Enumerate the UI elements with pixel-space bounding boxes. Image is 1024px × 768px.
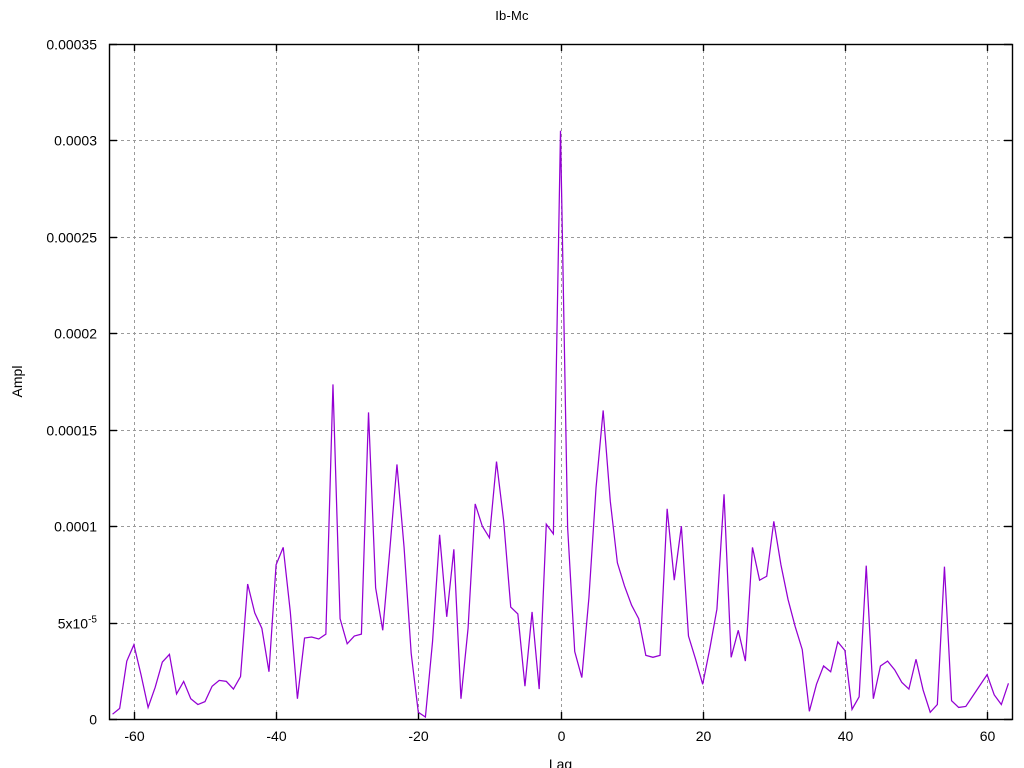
data-series-line bbox=[112, 130, 1010, 719]
x-tick-label: 20 bbox=[696, 728, 712, 744]
y-tick-label: 5x10-5 bbox=[58, 615, 98, 632]
x-tick-label: 40 bbox=[838, 728, 854, 744]
y-tick-label: 0.00015 bbox=[46, 423, 97, 439]
ticks-group bbox=[109, 43, 1012, 721]
y-axis-title: Ampl bbox=[9, 366, 25, 398]
y-tick-labels: 0 5x10-5 0.0001 0.00015 0.0002 0.00025 0.0003 0… bbox=[46, 37, 97, 728]
x-tick-label: -20 bbox=[408, 728, 428, 744]
y-tick-label: 0.00035 bbox=[46, 37, 97, 53]
plot-border-rect bbox=[108, 43, 1014, 721]
chart-title: Ib-Mc bbox=[495, 8, 529, 23]
x-tick-label: -40 bbox=[266, 728, 286, 744]
y-tick-label: 0.0003 bbox=[54, 133, 97, 149]
axis-titles-group: Lag Ampl bbox=[9, 366, 572, 768]
x-tick-label: -60 bbox=[124, 728, 144, 744]
x-tick-labels: -60 -40 -20 0 20 40 60 bbox=[124, 728, 995, 744]
y-tick-label: 0.00025 bbox=[46, 230, 97, 246]
plot-border bbox=[108, 43, 1014, 721]
x-tick-label: 0 bbox=[558, 728, 566, 744]
data-series-group bbox=[112, 130, 1010, 719]
y-tick-label: 0.0001 bbox=[54, 519, 97, 535]
x-axis-title: Lag bbox=[549, 756, 572, 768]
y-tick-label: 0.0002 bbox=[54, 326, 97, 342]
y-tick-label: 0 bbox=[89, 712, 97, 728]
x-tick-label: 60 bbox=[980, 728, 996, 744]
